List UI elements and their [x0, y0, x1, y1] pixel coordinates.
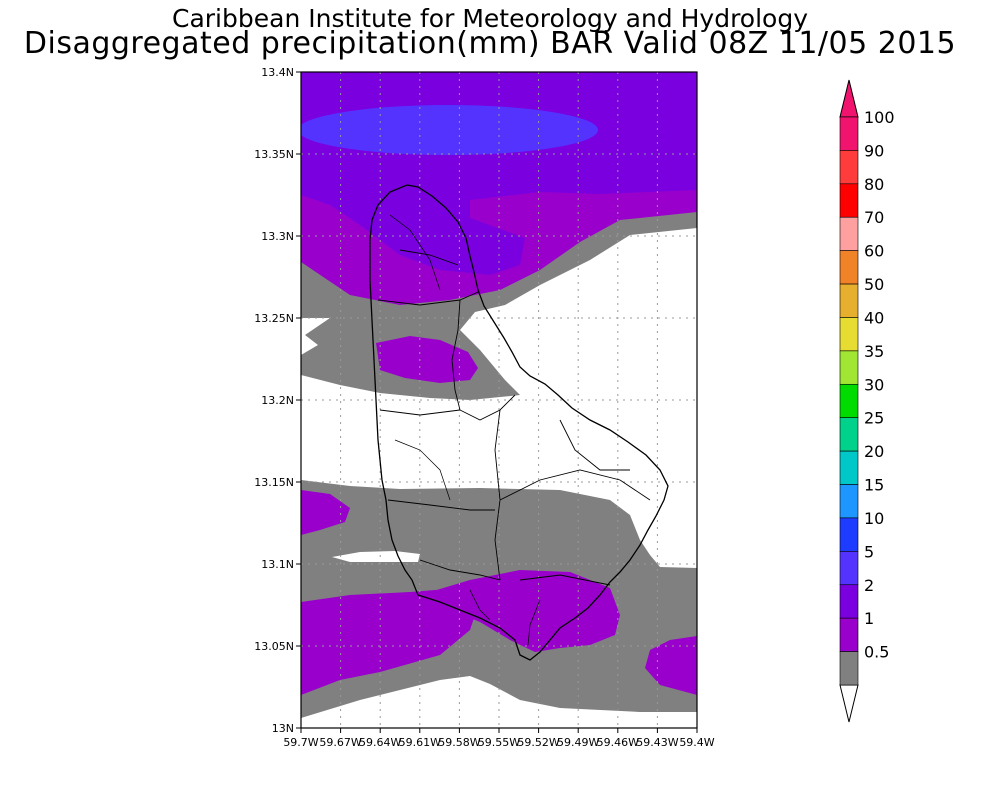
- colorbar: 100 90 80 70 60 50 40 35 30 25 20 15 10 5 2 1 0.5: [839, 79, 895, 723]
- parish-boundary: [419, 559, 501, 581]
- colorbar-top-arrow: [839, 79, 859, 118]
- colorbar-label: 35: [864, 342, 884, 361]
- colorbar-label: 30: [864, 375, 884, 394]
- river: [394, 439, 451, 501]
- title-institute: Caribbean Institute for Meteorology and …: [172, 4, 808, 33]
- colorbar-swatch: [839, 484, 859, 519]
- lat-tick-label: 13.3N: [261, 230, 294, 243]
- colorbar-label: 15: [864, 476, 884, 495]
- river: [527, 599, 541, 646]
- colorbar-swatch: [839, 250, 859, 285]
- lon-tick-label: 59.49W: [557, 736, 599, 749]
- colorbar-label: 80: [864, 175, 884, 194]
- parish-boundary: [519, 574, 611, 586]
- colorbar-swatch: [839, 350, 859, 385]
- parish-boundary: [399, 249, 459, 266]
- colorbar-swatch: [839, 617, 859, 652]
- colorbar-label: 50: [864, 275, 884, 294]
- lon-tick-label: 59.61W: [399, 736, 441, 749]
- lat-tick-label: 13.05N: [254, 640, 294, 653]
- lon-tick-label: 59.43W: [636, 736, 678, 749]
- lon-tick-label: 59.52W: [517, 736, 559, 749]
- colorbar-swatch: [839, 283, 859, 318]
- coastline: [369, 184, 669, 661]
- colorbar-label: 90: [864, 141, 884, 160]
- lon-tick-label: 59.58W: [438, 736, 480, 749]
- colorbar-label: 0.5: [864, 643, 889, 662]
- colorbar-label: 40: [864, 308, 884, 327]
- parish-boundary: [377, 291, 479, 306]
- lon-tick-label: 59.67W: [319, 736, 361, 749]
- island-outline: [369, 184, 669, 661]
- colorbar-label: 25: [864, 409, 884, 428]
- colorbar-bottom-arrow: [839, 684, 859, 723]
- lon-tick-label: 59.4W: [679, 736, 714, 749]
- longitude-axis: 59.7W 59.67W59.64W59.61W59.58W59.55W59.52…: [283, 728, 715, 749]
- colorbar-swatch: [839, 417, 859, 452]
- field-purple-southwest: [301, 588, 480, 695]
- latitude-axis: 13.4N 13.35N 13.3N 13.25N 13.2N 13.15N 13.1N 13…: [254, 66, 301, 735]
- river: [389, 214, 441, 291]
- parish-boundary: [559, 419, 630, 471]
- lat-tick-label: 13.15N: [254, 476, 294, 489]
- lon-tick-label: 59.64W: [359, 736, 401, 749]
- colorbar-swatch: [839, 383, 859, 419]
- colorbar-label: 10: [864, 509, 884, 528]
- colorbar-swatch: [839, 517, 859, 552]
- parish-boundary: [387, 499, 495, 511]
- colorbar-swatch: [839, 450, 859, 485]
- field-purple-mid: [376, 336, 478, 383]
- field-blue-north: [301, 105, 598, 155]
- lon-tick-label: 59.46W: [597, 736, 639, 749]
- parish-boundary: [379, 409, 461, 416]
- colorbar-swatch: [839, 183, 859, 218]
- lat-tick-label: 13.25N: [254, 312, 294, 325]
- lat-tick-label: 13.1N: [261, 558, 294, 571]
- lat-tick-label: 13.4N: [261, 66, 294, 79]
- parish-boundary: [499, 469, 651, 501]
- lon-tick-label: 59.55W: [478, 736, 520, 749]
- colorbar-label: 5: [864, 542, 874, 561]
- lat-tick-label: 13.35N: [254, 148, 294, 161]
- colorbar-label: 1: [864, 609, 874, 628]
- colorbar-label: 60: [864, 242, 884, 261]
- lon-tick-label: 59.7W: [283, 736, 318, 749]
- field-purple-west: [301, 490, 350, 535]
- colorbar-swatch: [839, 216, 859, 251]
- field-purple-east: [645, 636, 697, 695]
- river: [469, 589, 491, 621]
- colorbar-label: 2: [864, 576, 874, 595]
- colorbar-swatch: [839, 150, 859, 185]
- colorbar-label: 100: [864, 108, 895, 127]
- lat-tick-label: 13N: [272, 722, 294, 735]
- field-white-notch: [332, 551, 420, 562]
- colorbar-swatch: [839, 651, 859, 686]
- colorbar-swatch: [839, 551, 859, 586]
- colorbar-label: 20: [864, 442, 884, 461]
- colorbar-swatch: [839, 584, 859, 619]
- title-product: Disaggregated precipitation(mm) BAR Vali…: [23, 26, 957, 61]
- colorbar-swatch: [839, 116, 859, 151]
- parish-boundary: [451, 299, 516, 421]
- colorbar-swatch: [839, 317, 859, 352]
- lat-tick-label: 13.2N: [261, 394, 294, 407]
- colorbar-label: 70: [864, 208, 884, 227]
- grid-lines: [301, 72, 697, 728]
